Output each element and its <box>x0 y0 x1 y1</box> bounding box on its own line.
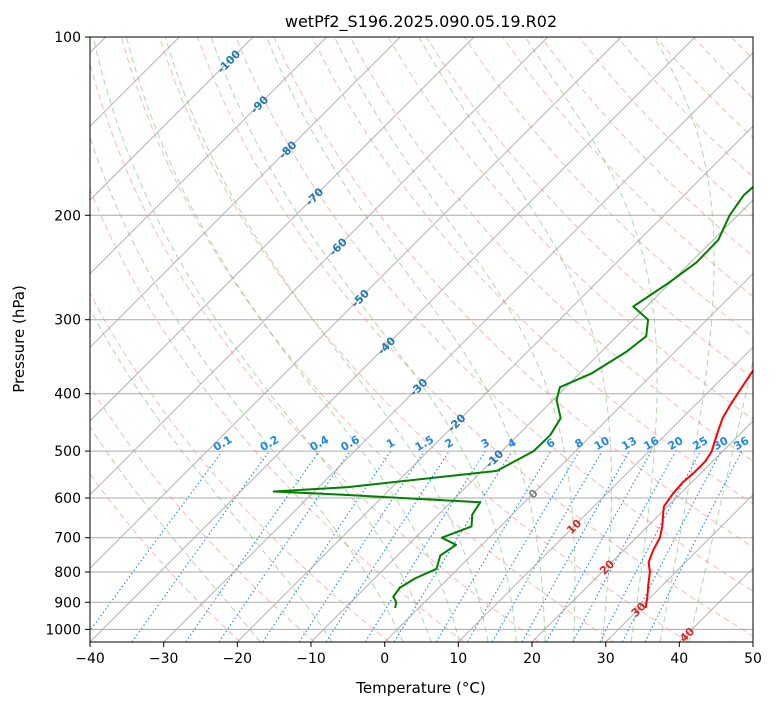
plot-frame <box>89 36 754 643</box>
x-tick-label: 10 <box>449 651 467 667</box>
mixing-ratio-line <box>572 450 677 642</box>
mixing-ratio-line <box>545 450 653 642</box>
pressure-gridlines <box>90 37 753 630</box>
mixing-ratio-line <box>325 450 450 642</box>
mixing-ratio-line <box>131 450 270 642</box>
moist-adiabat <box>164 37 489 642</box>
isotherm-line <box>457 346 753 642</box>
isotherm-line <box>163 51 753 642</box>
x-tick-label: 0 <box>380 651 389 667</box>
mixing-ratio-line <box>262 450 392 642</box>
x-tick-label: −40 <box>75 651 105 667</box>
mixing-ratio-line <box>644 450 743 642</box>
dry-adiabat <box>90 292 390 642</box>
mixing-ratio-line <box>90 450 223 632</box>
mixing-ratio-line <box>393 450 513 642</box>
isotherm-line <box>90 37 696 642</box>
isotherm-line <box>90 37 475 422</box>
moist-adiabat <box>90 308 333 642</box>
isotherm-line <box>90 37 622 570</box>
y-tick-label: 500 <box>54 444 81 460</box>
x-axis-ticks: −40 −30 −20 −10 0 10 20 30 40 50 <box>75 642 762 667</box>
temperature-profile <box>644 368 753 609</box>
dry-adiabat <box>235 37 753 592</box>
moist-adiabat <box>266 37 546 642</box>
moist-adiabat <box>524 37 658 642</box>
y-tick-label: 700 <box>54 531 81 547</box>
moist-adiabat <box>688 358 753 642</box>
mixing-ratio-line <box>298 450 425 642</box>
x-tick-label: 50 <box>744 651 762 667</box>
y-tick-label: 1000 <box>45 622 81 638</box>
y-tick-label: 400 <box>54 387 81 403</box>
x-tick-label: −10 <box>296 651 326 667</box>
isotherm-line <box>384 272 753 642</box>
dry-adiabat <box>464 37 753 338</box>
isotherm-line <box>310 199 753 642</box>
y-axis-title: Pressure (hPa) <box>10 285 28 393</box>
mixing-ratio-line <box>185 450 320 642</box>
moist-adiabat <box>418 37 613 642</box>
x-tick-label: −20 <box>223 651 253 667</box>
x-tick-label: 20 <box>523 651 541 667</box>
y-tick-label: 300 <box>54 313 81 329</box>
dewpoint-profile <box>272 185 753 609</box>
isotherm-line <box>531 420 753 642</box>
dry-adiabat <box>90 473 241 642</box>
dry-adiabat <box>311 37 753 505</box>
isotherm-line <box>90 37 328 275</box>
moist-adiabat <box>653 37 715 642</box>
y-tick-label: 200 <box>54 208 81 224</box>
x-axis-title: Temperature (°C) <box>355 679 485 697</box>
sounding-profiles <box>272 185 753 609</box>
dry-adiabat <box>120 37 614 642</box>
isotherm-line <box>90 37 549 496</box>
dry-adiabat <box>159 37 689 642</box>
x-tick-label: −30 <box>149 651 179 667</box>
moist-adiabat <box>210 37 517 642</box>
moist-adiabat <box>90 426 261 642</box>
moist-adiabat <box>333 37 576 642</box>
y-tick-label: 600 <box>54 491 81 507</box>
mixing-ratio-line <box>218 450 351 642</box>
dry-adiabat <box>387 37 753 420</box>
chart-title: wetPf2_S196.2025.090.05.19.R02 <box>285 12 557 32</box>
y-tick-label: 100 <box>54 30 81 46</box>
x-tick-label: 30 <box>597 651 615 667</box>
y-axis-ticks: 100 200 300 400 500 600 700 800 900 1000 <box>45 30 90 638</box>
dry-adiabat <box>425 37 753 379</box>
dry-adiabat <box>502 37 753 298</box>
dry-adiabat <box>349 37 753 462</box>
moist-adiabat <box>90 135 404 642</box>
isotherm-line <box>90 37 401 349</box>
isotherm-line <box>605 493 753 642</box>
dry-adiabat <box>90 385 316 642</box>
isotherm-line <box>90 37 254 201</box>
moist-adiabat <box>92 37 432 642</box>
moist-adiabat <box>126 37 461 642</box>
y-tick-label: 800 <box>54 565 81 581</box>
x-tick-label: 40 <box>670 651 688 667</box>
isotherm-line <box>236 125 753 642</box>
dry-adiabat <box>273 37 753 548</box>
dry-adiabat <box>90 188 465 642</box>
mixing-ratio-line <box>521 450 630 642</box>
y-tick-label: 900 <box>54 595 81 611</box>
